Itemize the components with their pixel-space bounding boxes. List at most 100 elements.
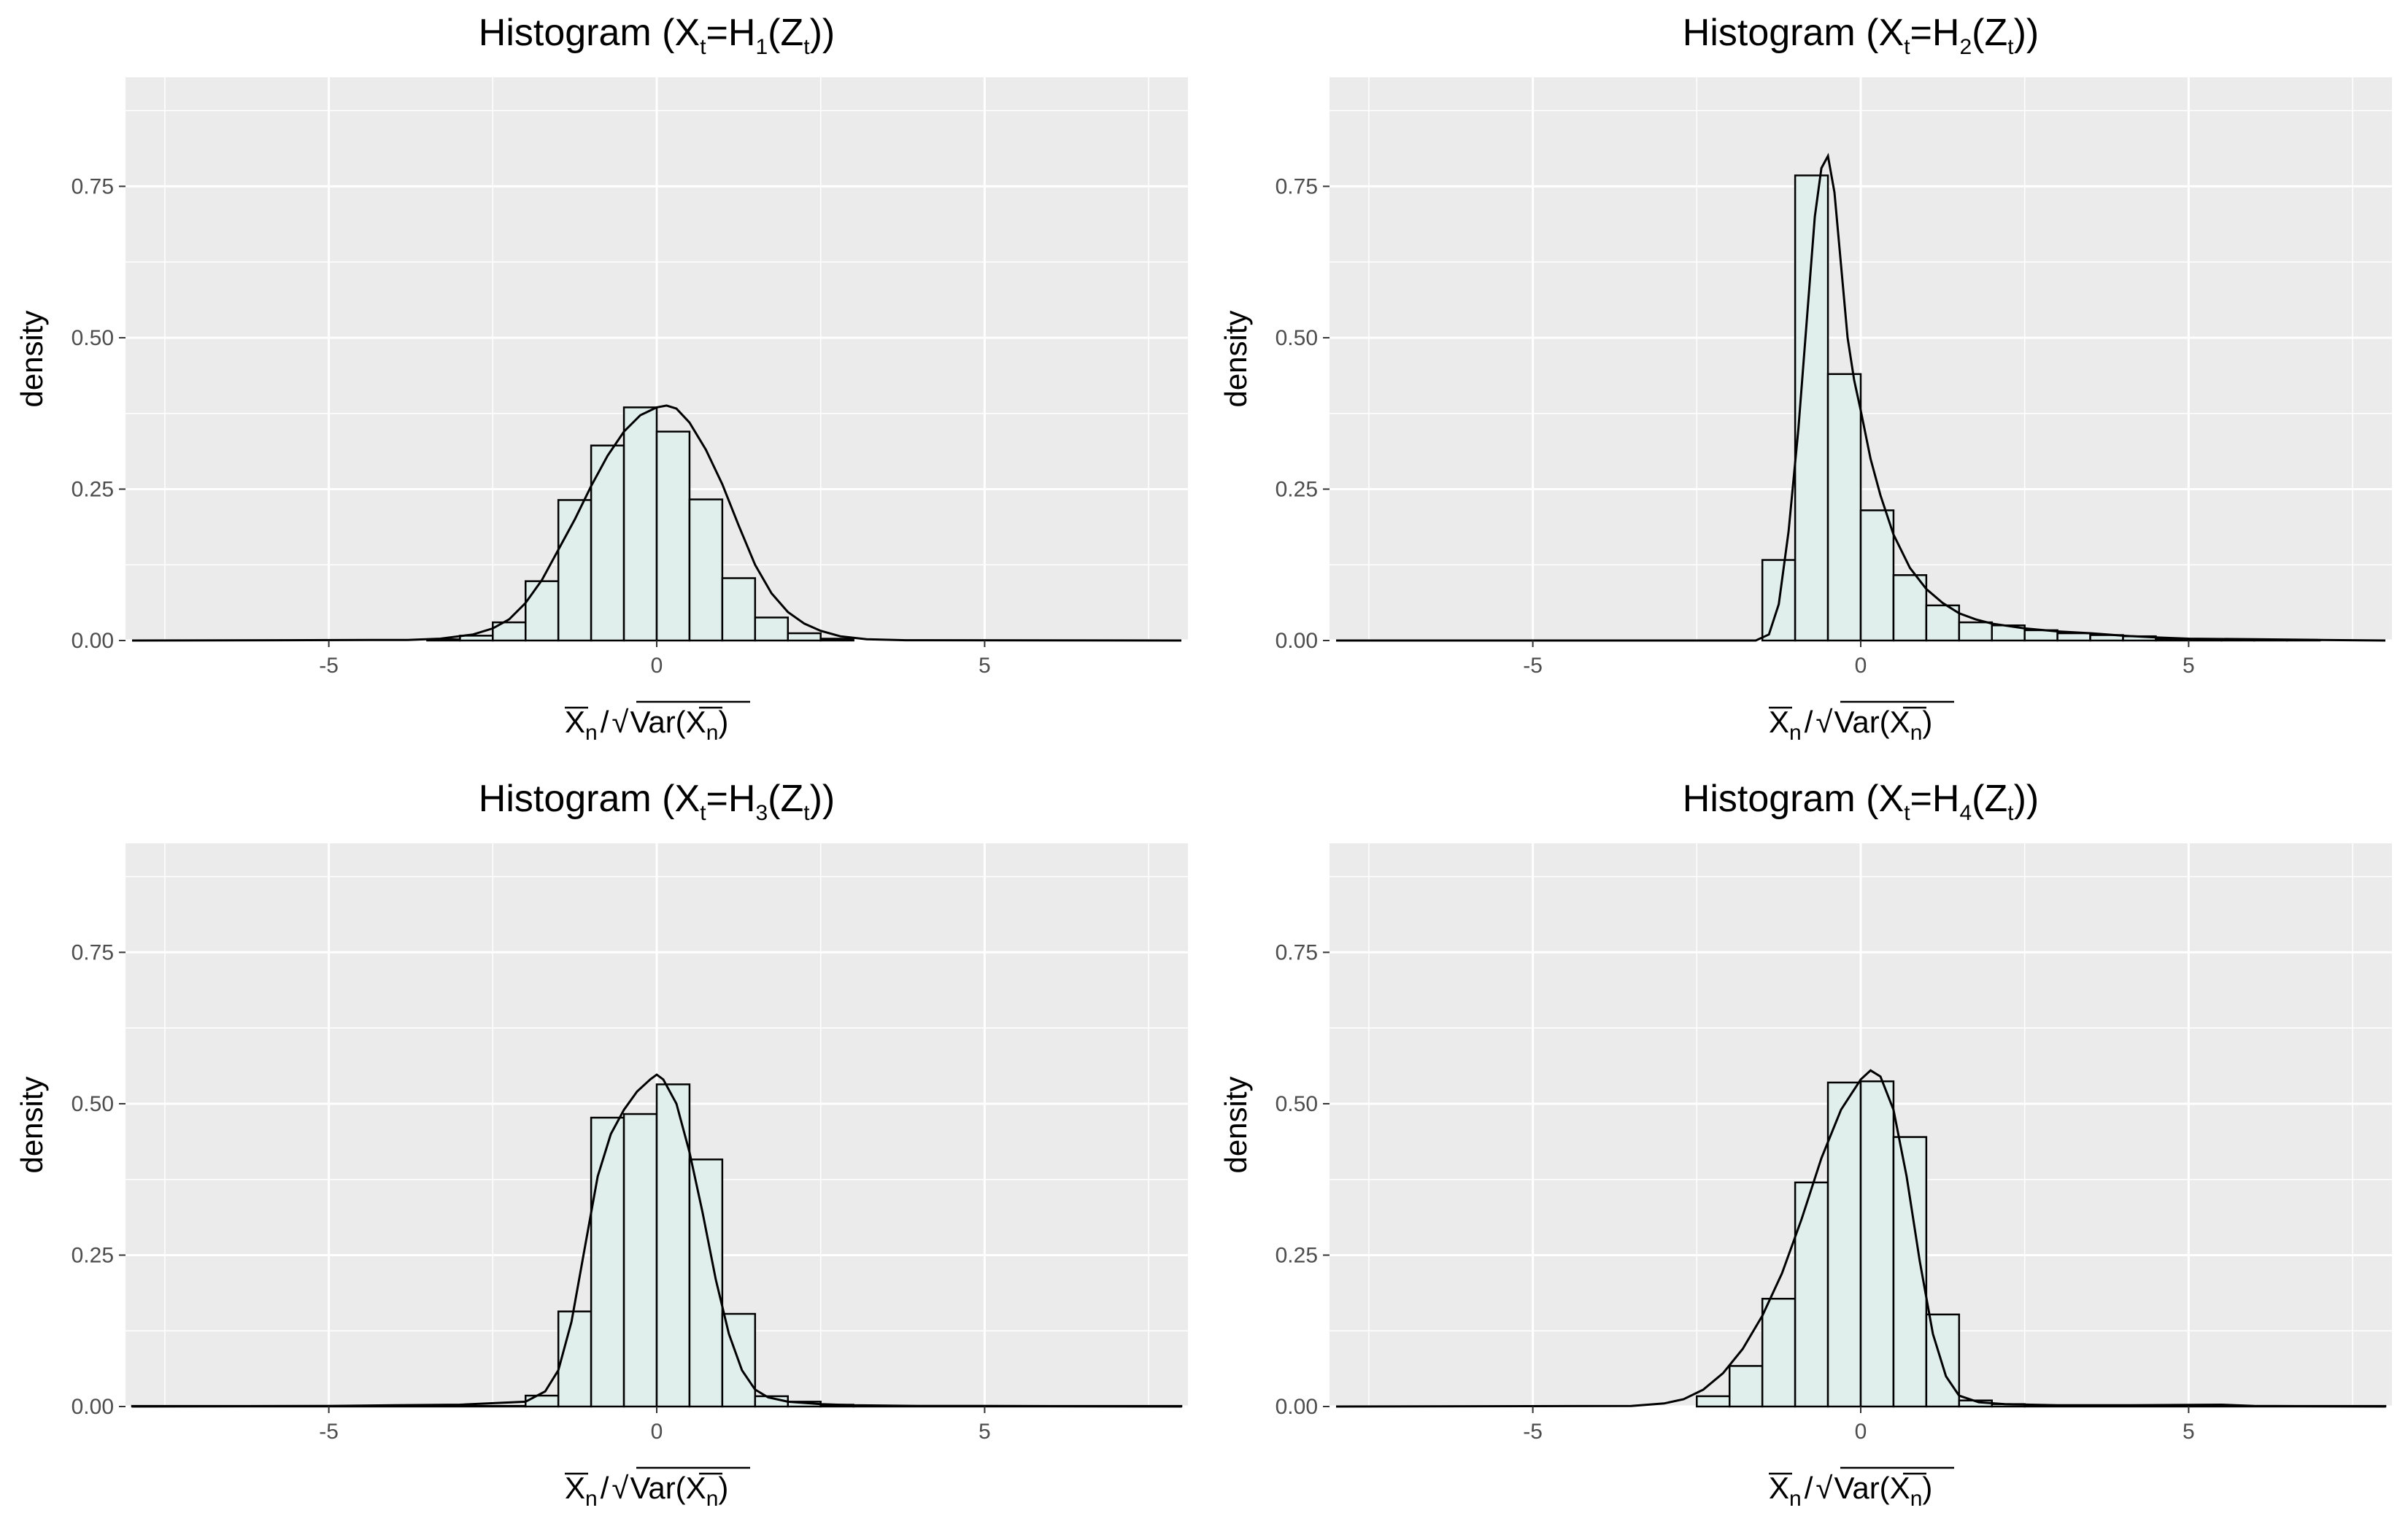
x-axis-title: Xn/√Var(Xn) <box>1769 1471 1932 1511</box>
title-subscript: t <box>2007 801 2014 825</box>
x-tick-label: 5 <box>979 1420 991 1444</box>
histogram-bar <box>1859 509 1895 642</box>
x-axis-title-subscript: n <box>1910 1487 1923 1511</box>
y-axis-title: density <box>15 1076 49 1173</box>
histogram-bar <box>524 1394 560 1408</box>
chart-title: Histogram (Xt=H2(Zt)) <box>1683 12 2039 59</box>
y-axis: 0.00 0.25 0.50 0.75 <box>1276 174 1330 653</box>
histogram-bar <box>655 430 691 642</box>
y-tick-label: 0.50 <box>1276 1092 1318 1116</box>
panel-h3: 0.00 0.25 0.50 0.75 -5 0 5 Histogram (Xt=H3(Zt)… <box>0 766 1204 1532</box>
y-tick-label: 0.50 <box>72 326 114 350</box>
title-subscript: t <box>700 801 706 825</box>
title-subscript: t <box>1904 35 1910 59</box>
sqrt-symbol: √ <box>611 705 629 739</box>
title-subscript: t <box>700 35 706 59</box>
histogram-bar <box>1958 621 1994 642</box>
y-tick-label: 0.25 <box>1276 1243 1318 1267</box>
title-subscript: 2 <box>1959 35 1972 59</box>
x-tick-label: -5 <box>1523 1420 1543 1444</box>
title-subscript: t <box>803 35 810 59</box>
x-axis-title: Xn/√Var(Xn) <box>1769 705 1932 745</box>
histogram-bar <box>2056 632 2091 642</box>
histogram-bar <box>622 1113 658 1408</box>
chart-title: Histogram (Xt=H1(Zt)) <box>479 12 835 59</box>
y-tick-label: 0.50 <box>1276 326 1318 350</box>
sqrt-symbol: √ <box>611 1471 629 1505</box>
y-tick-label: 0.00 <box>72 629 114 653</box>
x-axis-title-subscript: n <box>585 721 598 745</box>
histogram-bar <box>622 406 658 642</box>
sqrt-symbol: √ <box>1815 1471 1833 1505</box>
chart-title: Histogram (Xt=H3(Zt)) <box>479 778 835 825</box>
y-axis: 0.00 0.25 0.50 0.75 <box>72 174 126 653</box>
y-tick-label: 0.00 <box>1276 629 1318 653</box>
x-tick-label: 0 <box>651 654 663 678</box>
x-tick-label: -5 <box>1523 654 1543 678</box>
x-axis: -5 0 5 <box>1523 1407 2195 1444</box>
y-tick-label: 0.25 <box>72 1243 114 1267</box>
y-axis: 0.00 0.25 0.50 0.75 <box>72 940 126 1419</box>
title-subscript: t <box>803 801 810 825</box>
y-tick-label: 0.75 <box>1276 940 1318 964</box>
x-axis-title-subscript: n <box>706 1487 719 1511</box>
sqrt-symbol: √ <box>1815 705 1833 739</box>
histogram-bar <box>1761 1297 1797 1408</box>
histogram-bar <box>1892 574 1928 642</box>
y-tick-label: 0.25 <box>1276 477 1318 501</box>
y-axis-title: density <box>1219 310 1253 407</box>
chart-svg: 0.00 0.25 0.50 0.75 -5 0 5 Histogram (Xt=H4(Zt)… <box>1219 778 2392 1511</box>
x-tick-label: -5 <box>319 1420 339 1444</box>
y-tick-label: 0.75 <box>72 940 114 964</box>
density-curve <box>131 1073 1182 1408</box>
histogram-bar <box>2023 1404 2387 1408</box>
y-axis-title: density <box>15 310 49 407</box>
histogram-bar <box>557 1310 593 1408</box>
x-axis-title-subscript: n <box>1789 1487 1802 1511</box>
chart-title: Histogram (Xt=H4(Zt)) <box>1683 778 2039 825</box>
y-tick-label: 0.25 <box>72 477 114 501</box>
panel-h4: 0.00 0.25 0.50 0.75 -5 0 5 Histogram (Xt=H4(Zt)… <box>1204 766 2408 1532</box>
histogram-bar <box>1826 1081 1862 1408</box>
y-tick-label: 0.75 <box>72 174 114 198</box>
x-axis: -5 0 5 <box>319 1407 991 1444</box>
panel-h2: 0.00 0.25 0.50 0.75 -5 0 5 Histogram (Xt=H2(Zt)… <box>1204 0 2408 766</box>
x-axis: -5 0 5 <box>319 641 991 678</box>
x-tick-label: 5 <box>2183 1420 2195 1444</box>
histogram-bars <box>131 1083 1183 1408</box>
histogram-bars <box>1696 1080 2387 1408</box>
y-tick-label: 0.00 <box>1276 1395 1318 1419</box>
y-tick-label: 0.00 <box>72 1395 114 1419</box>
y-axis: 0.00 0.25 0.50 0.75 <box>1276 940 1330 1419</box>
x-axis-title-subscript: n <box>585 1487 598 1511</box>
x-axis: -5 0 5 <box>1523 641 2195 678</box>
histogram-bar <box>524 580 560 642</box>
x-axis-title: Xn/√Var(Xn) <box>565 1471 728 1511</box>
x-axis-title-subscript: n <box>1789 721 1802 745</box>
x-tick-label: 0 <box>651 1420 663 1444</box>
histogram-bar <box>1728 1365 1764 1408</box>
histogram-bar <box>590 1116 625 1408</box>
density-curve <box>1335 1069 2386 1408</box>
histogram-bar <box>721 577 757 642</box>
histogram-bar <box>787 632 822 642</box>
density-curve <box>131 404 1182 642</box>
chart-svg: 0.00 0.25 0.50 0.75 -5 0 5 Histogram (Xt=H1(Zt)… <box>15 12 1188 745</box>
panel-h1: 0.00 0.25 0.50 0.75 -5 0 5 Histogram (Xt=H1(Zt)… <box>0 0 1204 766</box>
histogram-bar <box>1826 373 1862 642</box>
x-tick-label: 5 <box>2183 654 2195 678</box>
x-tick-label: 5 <box>979 654 991 678</box>
y-tick-label: 0.75 <box>1276 174 1318 198</box>
x-axis-title: Xn/√Var(Xn) <box>565 705 728 745</box>
x-axis-title-subscript: n <box>1910 721 1923 745</box>
histogram-bar <box>819 638 854 642</box>
histogram-bar <box>1859 1080 1895 1408</box>
x-tick-label: 0 <box>1855 1420 1867 1444</box>
title-subscript: 3 <box>755 801 768 825</box>
histogram-bar <box>688 498 724 642</box>
title-subscript: t <box>2007 35 2014 59</box>
x-tick-label: -5 <box>319 654 339 678</box>
histogram-bar <box>655 1083 691 1408</box>
density-curve <box>1336 152 2386 642</box>
title-subscript: 1 <box>755 35 768 59</box>
